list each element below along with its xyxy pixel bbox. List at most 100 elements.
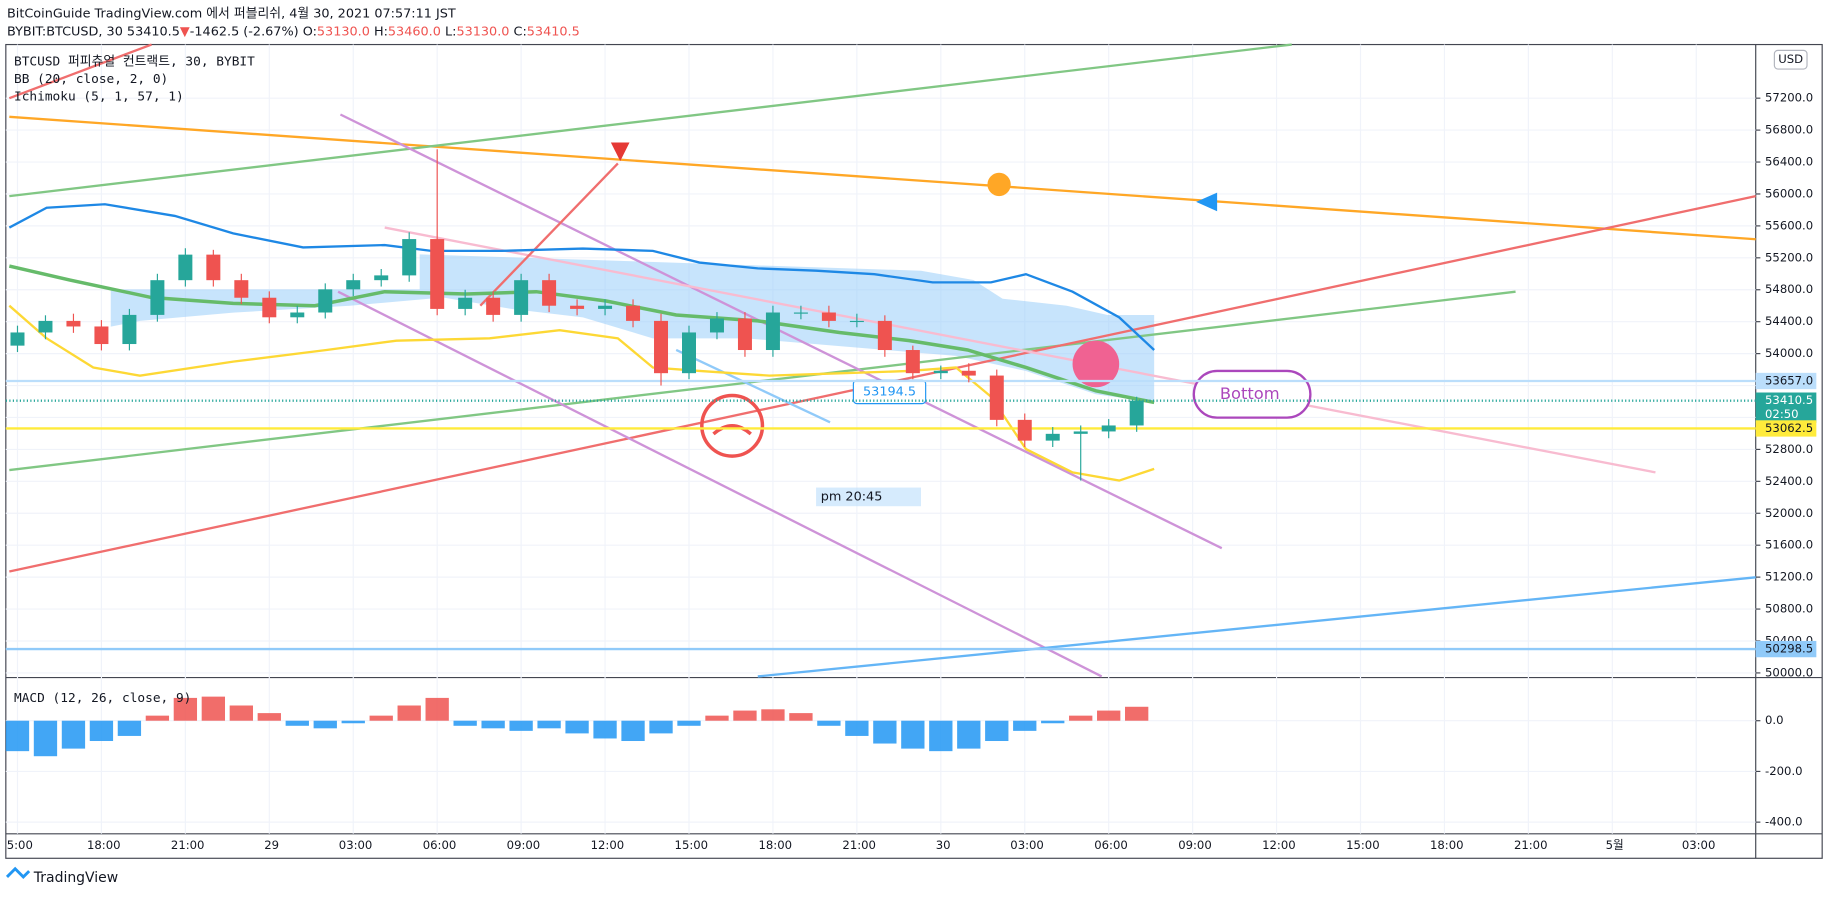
- arrow-marker: [1196, 192, 1218, 212]
- macd-bar: [1041, 720, 1065, 724]
- candle-body: [150, 280, 165, 315]
- x-tick-label: 5:00: [7, 838, 33, 852]
- bb-upper: [8, 203, 1155, 351]
- trendline: [384, 226, 1656, 474]
- candle-body: [374, 275, 389, 281]
- trendline: [9, 43, 1292, 198]
- candle-body: [849, 320, 864, 323]
- candles: [5, 149, 1149, 757]
- macd-bar: [649, 720, 673, 734]
- x-tick-label: 03:00: [1010, 838, 1044, 852]
- candle-body: [570, 305, 585, 309]
- time-note: pm 20:45: [821, 489, 883, 504]
- macd-bar: [733, 710, 757, 721]
- macd-bar: [1013, 720, 1037, 731]
- brand-logo: [5, 866, 31, 879]
- candle-body: [1017, 419, 1032, 441]
- candle-body: [1101, 425, 1116, 432]
- candle-body: [1129, 400, 1144, 426]
- candle-body: [346, 280, 361, 290]
- macd-bar: [985, 720, 1009, 742]
- y-tick-label: 55200.0: [1765, 250, 1813, 264]
- candle-body: [122, 314, 137, 345]
- y-tick-label: 54400.0: [1765, 314, 1813, 328]
- macd-bar: [145, 715, 170, 721]
- arrow: ▼: [180, 24, 190, 39]
- y-tick-label: 52400.0: [1765, 474, 1813, 488]
- h-label: H:: [374, 24, 388, 39]
- candle-body: [682, 332, 696, 374]
- trendline: [9, 115, 1756, 241]
- symbol: BYBIT:BTCUSD, 30 53410.5: [7, 24, 180, 39]
- candle-body: [709, 318, 724, 333]
- x-tick-label: 12:00: [591, 838, 625, 852]
- macd-bar: [509, 720, 533, 731]
- legend-ichimoku: Ichimoku (5, 1, 57, 1): [14, 90, 184, 105]
- legend-symbol: BTCUSD 퍼피츄얼 컨트랙트, 30, BYBIT: [14, 55, 255, 70]
- macd-bar: [845, 720, 869, 736]
- change: -1462.5 (-2.67%): [190, 24, 299, 39]
- y-tick-label: 52800.0: [1765, 442, 1813, 456]
- candle-body: [821, 312, 836, 321]
- x-tick-label: 21:00: [1514, 838, 1548, 852]
- candle-body: [1073, 431, 1088, 434]
- x-tick-label: 18:00: [758, 838, 792, 852]
- macd-bar: [817, 720, 841, 726]
- published-line: BitCoinGuide TradingView.com 에서 퍼블리쉬, 4월…: [7, 7, 456, 22]
- l-value: 53130.0: [456, 24, 509, 39]
- macd-bar: [313, 720, 337, 729]
- x-tick-label: 06:00: [1094, 838, 1128, 852]
- candle-body: [290, 312, 305, 318]
- candle-body: [430, 239, 445, 309]
- candle-body: [626, 305, 641, 321]
- o-value: 53130.0: [317, 24, 370, 39]
- x-tick-label: 09:00: [507, 838, 541, 852]
- legend-bb: BB (20, close, 2, 0): [14, 72, 168, 87]
- candle-body: [206, 254, 221, 281]
- macd-bar: [425, 697, 449, 721]
- price-badge: [1755, 420, 1817, 437]
- macd-bar: [705, 715, 729, 721]
- y-tick-label: 50800.0: [1765, 602, 1813, 616]
- macd-bar: [761, 709, 785, 721]
- candle-body: [765, 312, 780, 351]
- y-tick-label: 54000.0: [1765, 346, 1813, 360]
- price-note: 53194.5: [863, 384, 916, 399]
- drawings: [8, 43, 1756, 678]
- currency: USD: [1778, 52, 1803, 66]
- macd-bar: [1097, 710, 1121, 721]
- candle-body: [961, 370, 976, 376]
- macd-bar: [229, 705, 253, 721]
- candle-body: [234, 280, 249, 298]
- countdown: 02:50: [1765, 407, 1799, 421]
- y-tick-label: 56000.0: [1765, 186, 1813, 200]
- candle-body: [542, 280, 557, 306]
- macd-bar: [1125, 706, 1149, 721]
- brand: TradingView: [33, 870, 118, 886]
- macd-bar: [481, 720, 505, 729]
- arrow-marker: [610, 142, 630, 162]
- y-tick-label: 54800.0: [1765, 282, 1813, 296]
- macd-bar: [789, 713, 813, 721]
- macd-bar: [5, 720, 30, 752]
- y-tick-label: 51600.0: [1765, 538, 1813, 552]
- macd-bar: [341, 720, 365, 724]
- o-label: O:: [303, 24, 317, 39]
- x-tick-label: 09:00: [1178, 838, 1212, 852]
- y-tick-label: 52000.0: [1765, 506, 1813, 520]
- price-badge: [1755, 640, 1817, 658]
- x-tick-label: 03:00: [339, 838, 373, 852]
- currency-box: [1773, 49, 1808, 70]
- macd-bar: [173, 697, 198, 721]
- bubble: [1192, 369, 1312, 419]
- x-tick-label: 15:00: [1346, 838, 1380, 852]
- macd-bar: [873, 720, 897, 744]
- macd-bar: [537, 720, 561, 729]
- x-tick-label: 18:00: [87, 838, 121, 852]
- x-tick-label: 21:00: [842, 838, 876, 852]
- macd-bar: [33, 720, 58, 757]
- arrow-line: [479, 162, 619, 307]
